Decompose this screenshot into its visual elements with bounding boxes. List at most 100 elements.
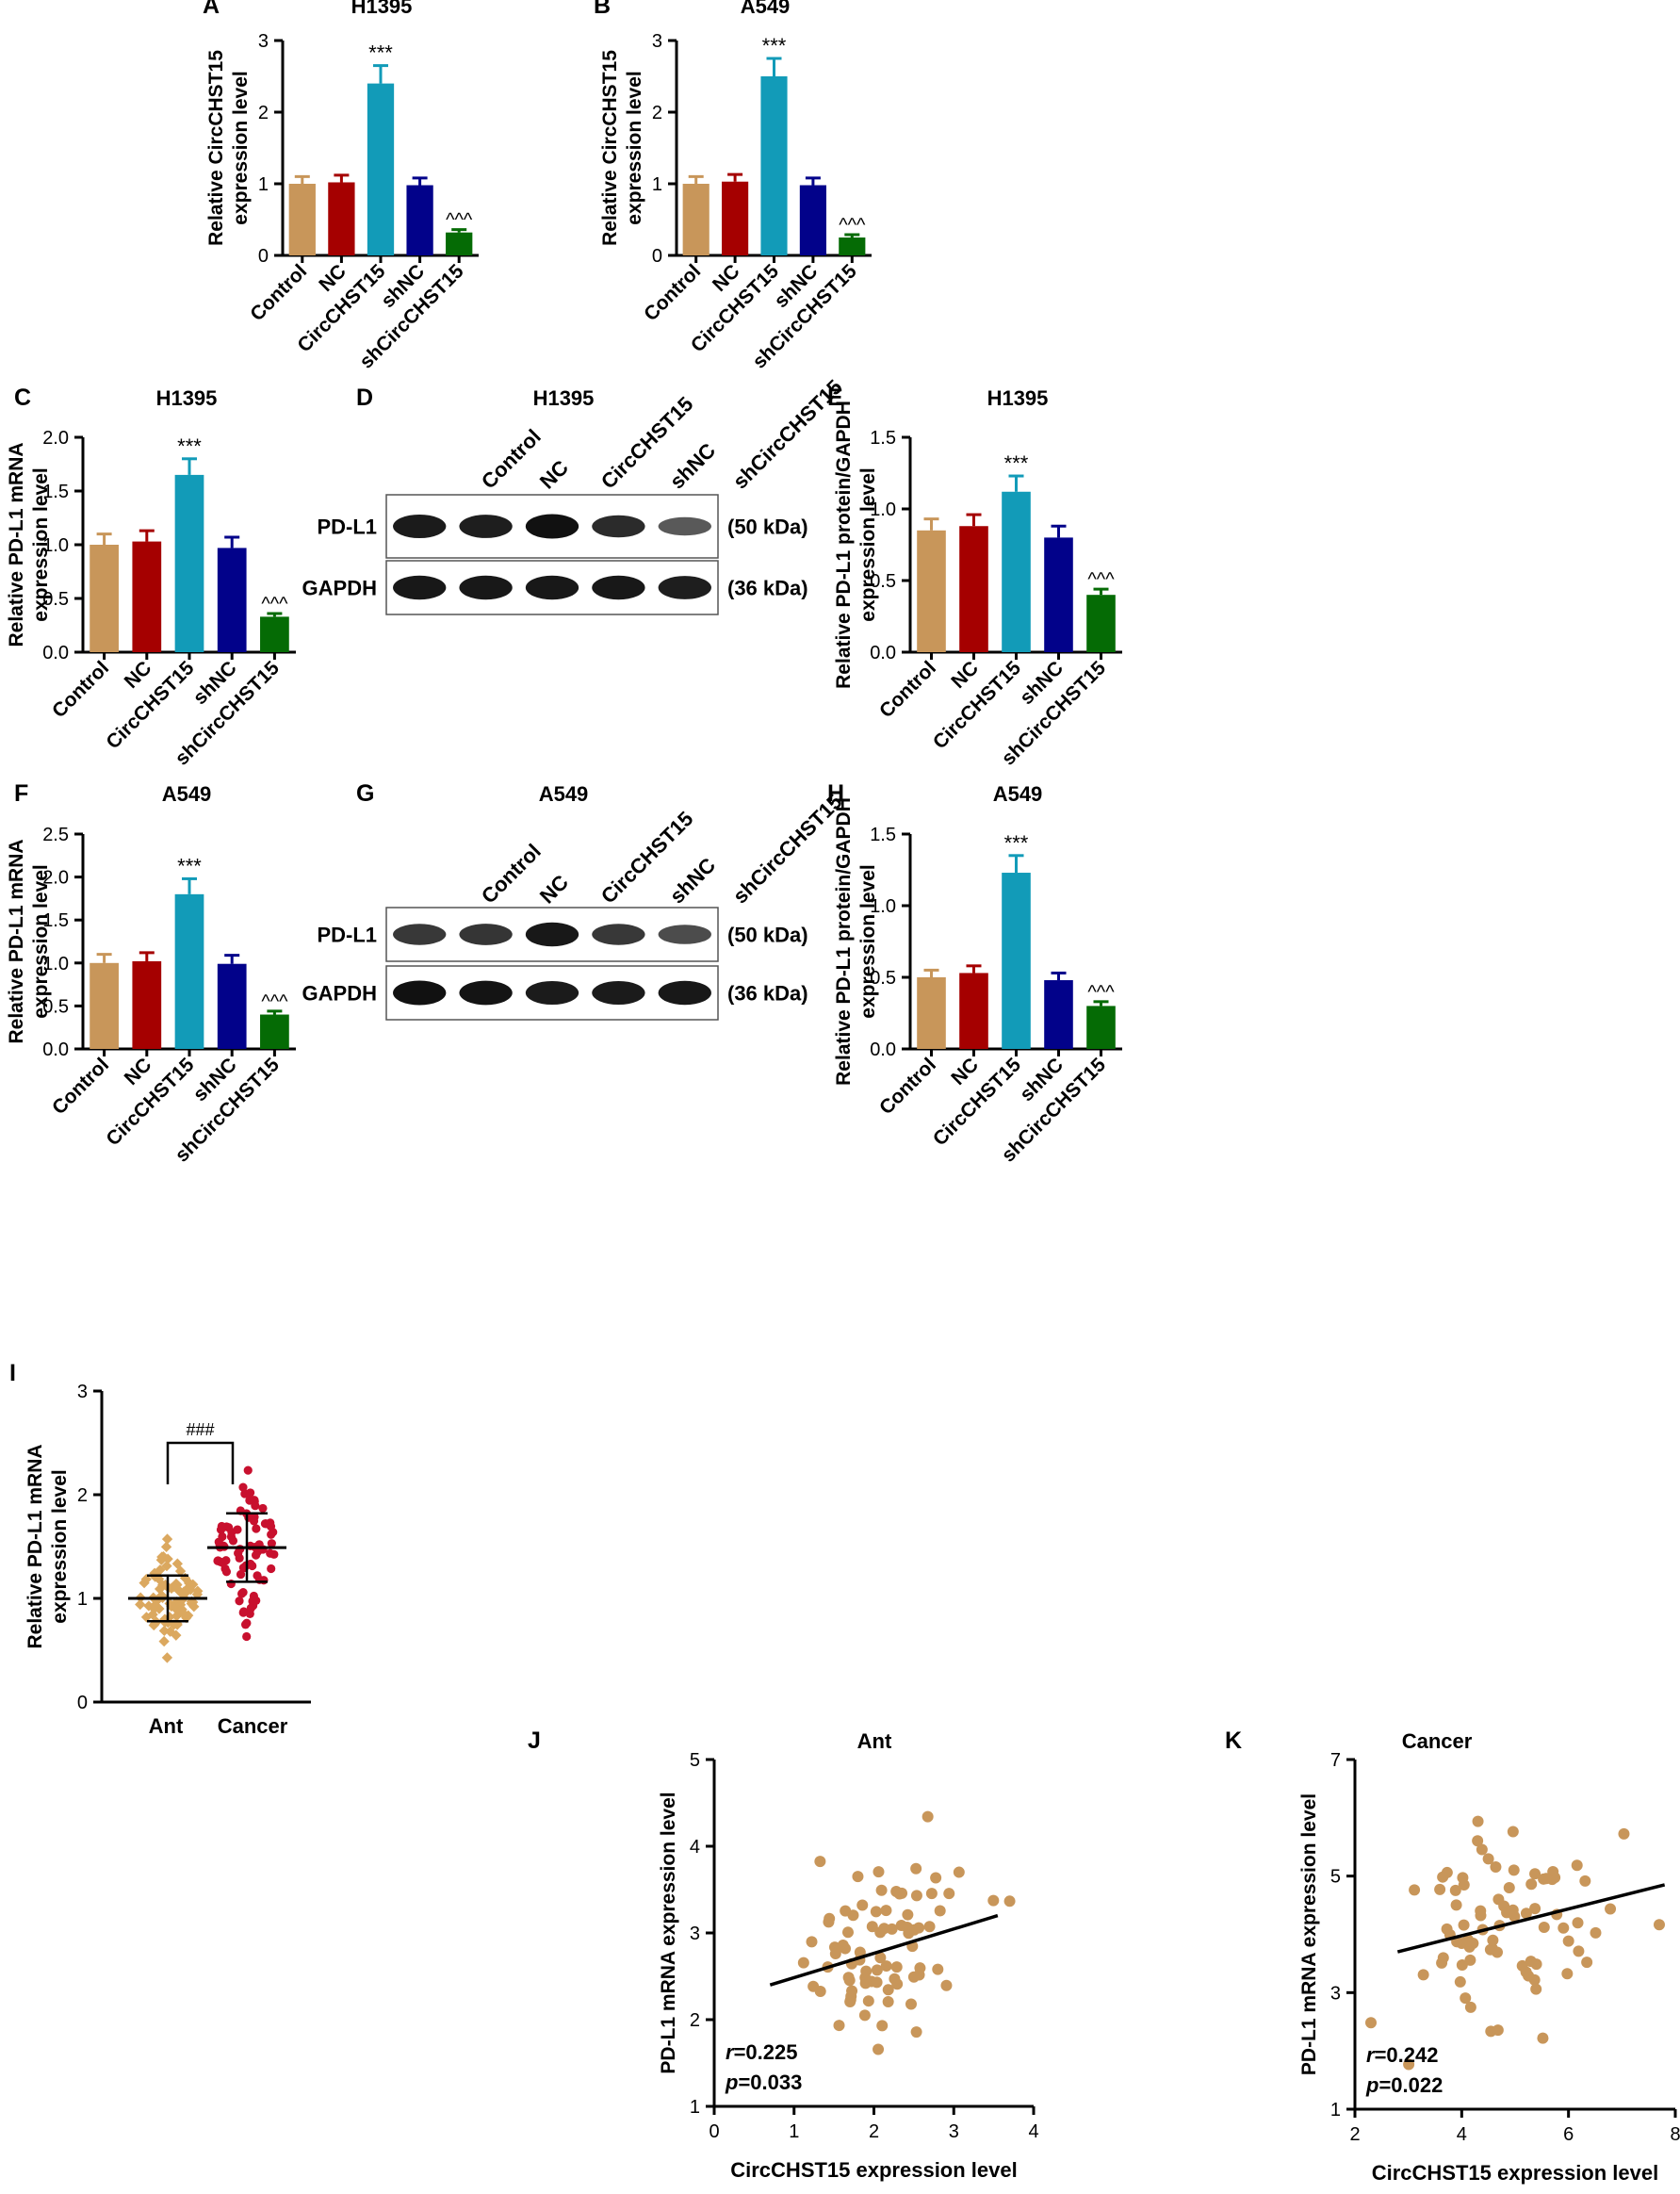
data-point — [143, 1600, 155, 1612]
data-point — [1540, 1873, 1552, 1885]
y-tick-label: 0.0 — [870, 1040, 896, 1060]
lane-label: NC — [535, 455, 573, 493]
data-point — [910, 1862, 922, 1875]
x-tick-label: NC — [947, 657, 983, 693]
panel-label: C — [14, 385, 31, 411]
significance-label: ^^^ — [1087, 569, 1115, 590]
y-tick-label: 1 — [77, 1589, 88, 1610]
x-tick-label: Control — [48, 657, 113, 722]
bar — [799, 185, 826, 255]
data-point — [160, 1541, 172, 1552]
data-point — [249, 1591, 259, 1601]
y-tick-label: 2.0 — [42, 428, 69, 449]
x-tick-label: Control — [875, 1054, 940, 1119]
fit-line — [769, 1913, 999, 1987]
data-point — [940, 1979, 953, 1991]
y-tick-label: 1 — [690, 2097, 700, 2118]
blot-band — [592, 515, 645, 538]
blot-band — [459, 515, 513, 538]
x-tick-label: 0 — [709, 2121, 719, 2142]
p-symbol: p — [725, 2071, 738, 2094]
data-point — [987, 1894, 1000, 1907]
x-tick-label: 4 — [1028, 2121, 1038, 2142]
p-symbol: p — [1365, 2073, 1378, 2097]
data-point — [913, 1922, 925, 1934]
y-tick-label: 0.0 — [42, 1040, 69, 1060]
significance-label: ^^^ — [261, 594, 288, 614]
bar — [1044, 980, 1073, 1049]
data-point — [1590, 1926, 1602, 1939]
r-value: =0.242 — [1375, 2043, 1439, 2067]
y-tick-label: 0.5 — [870, 571, 896, 592]
data-point — [871, 1976, 883, 1989]
lane-label-text: Control — [477, 425, 546, 494]
y-axis-label-line: Relative PD-L1 mRNA — [24, 1444, 46, 1648]
lane-label: shCircCHST15 — [728, 375, 847, 494]
lane-label: Control — [477, 425, 546, 494]
data-point — [238, 1588, 248, 1597]
blot-band — [592, 980, 645, 1006]
data-point — [176, 1606, 188, 1618]
y-tick-label: 1 — [258, 174, 269, 195]
x-tick-label: NC — [121, 657, 156, 693]
data-point — [236, 1569, 246, 1580]
data-point — [1475, 1909, 1487, 1922]
data-point — [1484, 1943, 1496, 1956]
data-point — [910, 2026, 922, 2038]
y-axis-label-line: expression level — [30, 864, 52, 1018]
data-point — [269, 1549, 279, 1559]
r-value-label: r=0.225 — [726, 2040, 797, 2064]
data-point — [1487, 1934, 1499, 1946]
data-point — [147, 1609, 158, 1620]
data-point — [943, 1888, 955, 1900]
chart-title: H1395 — [987, 386, 1049, 410]
data-point — [242, 1618, 252, 1628]
y-axis-label: Relative PD-L1 mRNA expression level — [6, 839, 52, 1043]
lane-label-text: NC — [535, 870, 573, 908]
fit-line — [1396, 1883, 1666, 1954]
data-point — [1437, 1871, 1449, 1883]
blot-row-label: PD-L1 — [317, 924, 377, 947]
y-tick-label: 1.5 — [870, 825, 896, 845]
lane-label: shNC — [665, 853, 720, 908]
x-tick-label: NC — [947, 1054, 983, 1089]
blot-size-label: (50 kDa) — [727, 924, 808, 947]
data-point — [216, 1557, 225, 1566]
blot-band — [459, 575, 513, 600]
y-tick-label: 1 — [1330, 2100, 1341, 2120]
data-point — [862, 1995, 874, 2007]
data-point — [1003, 1895, 1016, 1907]
y-axis-label-line: expression level — [857, 467, 879, 621]
x-tick-label: 6 — [1563, 2124, 1574, 2145]
bar — [367, 83, 395, 255]
chart-title: A549 — [741, 0, 791, 18]
y-tick-label: 7 — [1330, 1750, 1341, 1771]
data-point — [251, 1550, 261, 1560]
data-point — [934, 1905, 946, 1917]
x-tick-label: 1 — [789, 2121, 799, 2142]
chart-title: H1395 — [351, 0, 413, 18]
data-point — [880, 1960, 892, 1973]
data-point — [895, 1919, 907, 1931]
data-point — [1434, 1883, 1446, 1895]
blot-band — [658, 980, 711, 1006]
x-axis-label: CircCHST15 expression level — [730, 2158, 1017, 2182]
category-label: Control — [875, 1054, 940, 1119]
data-point — [910, 1890, 922, 1902]
data-point — [1464, 2001, 1476, 2013]
y-axis-label-line: Relative CircCHST15 — [599, 50, 621, 246]
panel-label: D — [356, 385, 373, 411]
category-label: Ant — [149, 1714, 184, 1738]
data-point — [874, 1952, 887, 1964]
data-point — [235, 1596, 244, 1606]
data-point — [953, 1866, 965, 1878]
data-point — [158, 1625, 171, 1637]
data-point — [188, 1579, 199, 1590]
data-point — [1549, 1872, 1561, 1884]
blot-band — [525, 922, 579, 947]
p-value: =0.033 — [738, 2071, 802, 2094]
blot-band — [393, 924, 447, 945]
data-point — [245, 1496, 254, 1505]
